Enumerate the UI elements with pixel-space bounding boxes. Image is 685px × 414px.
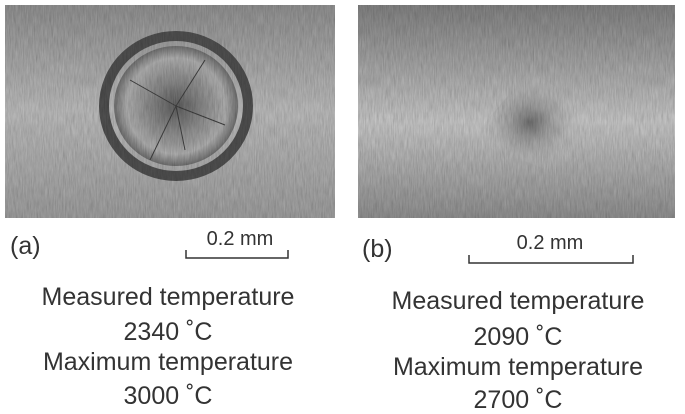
micrograph-b (358, 5, 675, 218)
panel-label: (b) (362, 235, 393, 263)
scale-bar (469, 255, 633, 263)
maximum-label: Maximum temperature (393, 353, 643, 381)
measured-label: Measured temperature (42, 283, 295, 311)
measured-value: 2090 ˚C (474, 323, 563, 351)
micrograph-a (5, 5, 335, 218)
maximum-value: 2700 ˚C (474, 386, 563, 414)
scale-label: 0.2 mm (517, 232, 584, 254)
maximum-label: Maximum temperature (43, 348, 293, 376)
figure: (a) 0.2 mm Measured temperature 2340 ˚C … (0, 0, 685, 414)
panel-label: (a) (10, 232, 41, 260)
measured-label: Measured temperature (392, 287, 645, 315)
maximum-value: 3000 ˚C (124, 382, 213, 410)
measured-value: 2340 ˚C (124, 318, 213, 346)
scale-label: 0.2 mm (207, 228, 274, 250)
scale-bar (186, 250, 288, 258)
